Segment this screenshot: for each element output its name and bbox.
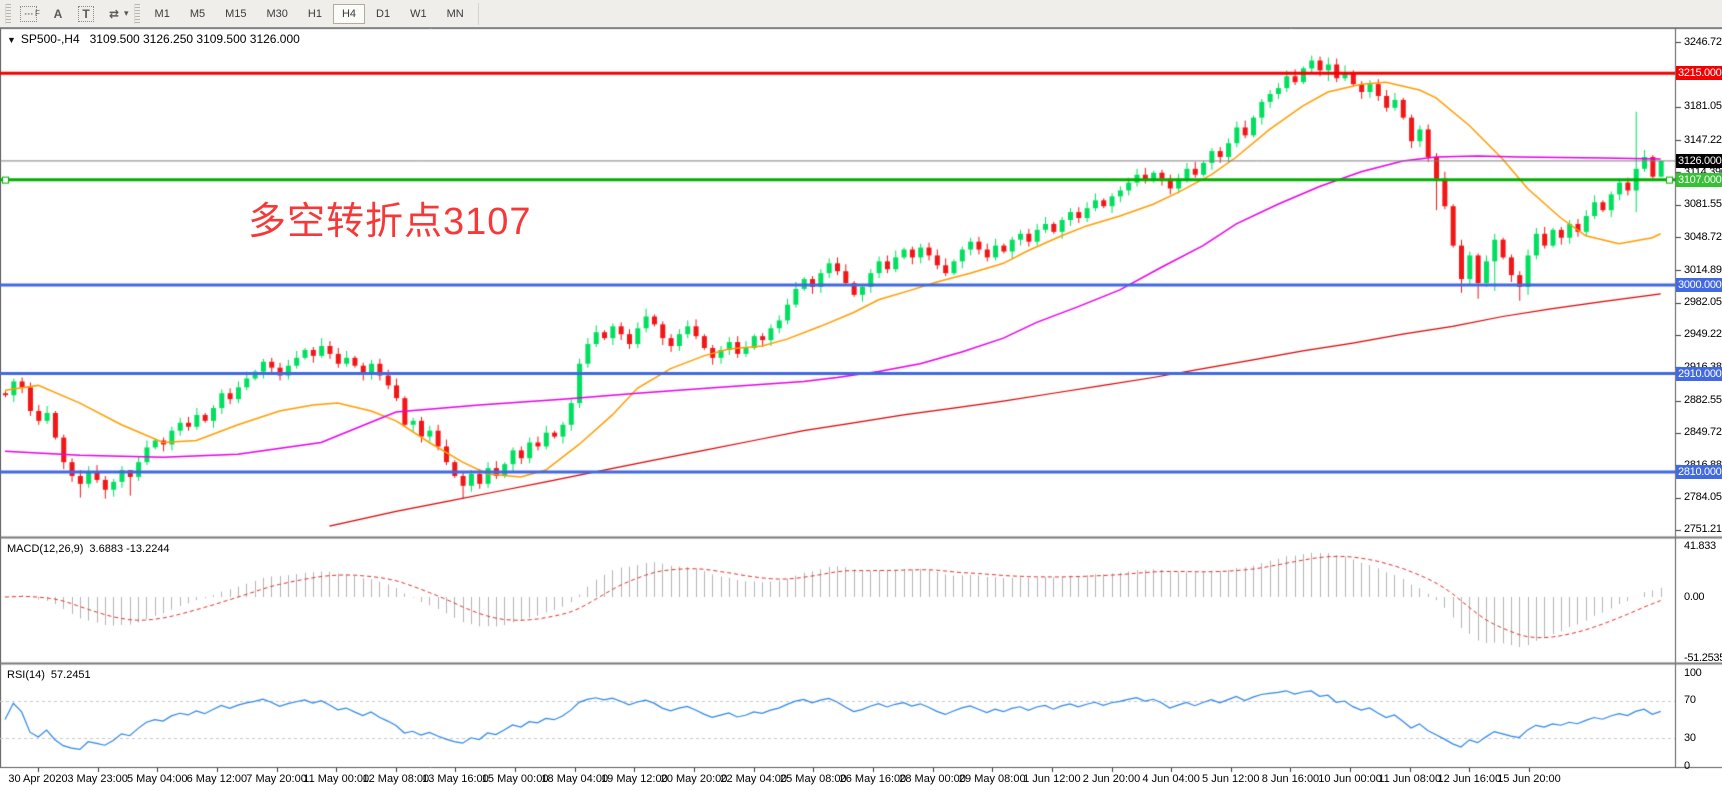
time-tick-label: 11 Jun 08:00	[1378, 773, 1442, 785]
price-tick-label: 3246.725	[1684, 35, 1722, 48]
time-tick-label: 22 May 04:00	[720, 773, 787, 785]
macd-values: 3.6883 -13.2244	[89, 543, 170, 555]
chevron-down-icon[interactable]: ▾	[124, 8, 129, 18]
timeframe-button-W1[interactable]: W1	[410, 7, 427, 20]
time-tick-label: 11 May 00:00	[303, 773, 370, 785]
price-tick-label: 3081.555	[1684, 198, 1722, 211]
price-badge-3107: 3107.000	[1676, 172, 1722, 187]
quote-ohlc-label: 3109.500 3126.250 3109.500 3126.000	[89, 32, 300, 46]
rsi-values: 57.2451	[50, 669, 91, 681]
price-tick-label: 2949.220	[1684, 328, 1722, 341]
time-tick-label: 3 May 23:00	[67, 773, 128, 785]
time-tick-label: 28 May 00:00	[899, 773, 966, 785]
price-tick-label: 2982.055	[1684, 296, 1722, 309]
timeframe-button-D1[interactable]: D1	[376, 7, 391, 20]
timeframe-button-H1[interactable]: H1	[307, 7, 322, 20]
time-tick-label: 18 May 04:00	[541, 773, 609, 785]
price-tick-label: 2849.720	[1684, 426, 1722, 439]
time-tick-label: 20 May 20:00	[660, 773, 728, 785]
timeframe-button-M30[interactable]: M30	[266, 7, 288, 20]
time-tick-label: 2 Jun 20:00	[1082, 773, 1141, 785]
macd-tick-label: 0.00	[1684, 590, 1705, 603]
timeframe-button-M1[interactable]: M1	[154, 7, 170, 20]
rsi-tick-label: 30	[1684, 731, 1696, 744]
price-tick-label: 2882.555	[1684, 394, 1722, 407]
grid-box-icon: ⋯	[20, 5, 38, 22]
text-tool-glyph: T	[78, 5, 94, 22]
time-tick-label: 15 Jun 20:00	[1497, 773, 1561, 785]
chart-title: ▼ SP500-,H4 3109.500 3126.250 3109.500 312…	[7, 32, 300, 46]
time-tick-label: 19 May 12:00	[601, 773, 668, 785]
rsi-tick-label: 100	[1684, 666, 1702, 679]
time-tick-label: 30 Apr 2020	[8, 773, 68, 785]
time-tick-label: 13 May 16:00	[422, 773, 489, 785]
macd-tick-label: -51.2535	[1684, 651, 1722, 664]
grid-f-glyph: F	[35, 9, 40, 18]
time-tick-label: 15 May 00:00	[481, 773, 549, 785]
macd-tick-label: 41.833	[1684, 540, 1716, 553]
price-badge-2810: 2810.000	[1676, 465, 1722, 480]
price-tick-label: 3147.225	[1684, 133, 1722, 146]
toolbar-grip-icon[interactable]	[133, 3, 140, 24]
time-tick-label: 25 May 08:00	[779, 773, 847, 785]
time-tick-label: 29 May 08:00	[958, 773, 1026, 785]
price-tick-label: 3048.720	[1684, 230, 1722, 243]
time-tick-label: 5 Jun 12:00	[1202, 773, 1260, 785]
macd-indicator-label: MACD(12,26,9) 3.6883 -13.2244	[7, 543, 170, 555]
toolbar-grip-icon[interactable]	[5, 3, 11, 24]
price-badge-2910: 2910.000	[1676, 366, 1722, 381]
toolbar: ⋯ F A T ⇄ ▾ M1 M5 M15 M30 H1 H4 D1 W1 MN	[0, 0, 1722, 28]
timeframe-button-M15[interactable]: M15	[225, 7, 247, 20]
time-tick-label: 4 Jun 04:00	[1142, 773, 1200, 785]
time-tick-label: 6 May 12:00	[186, 773, 248, 785]
symbol-marker-icon[interactable]: ▼	[7, 35, 16, 45]
toolbar-separator	[477, 2, 479, 25]
time-tick-label: 26 May 16:00	[839, 773, 907, 785]
price-tick-label: 3014.890	[1684, 263, 1722, 276]
rsi-tick-label: 70	[1684, 694, 1696, 707]
annotation-text[interactable]: 多空转折点3107	[248, 201, 532, 243]
price-tick-label: 3181.055	[1684, 100, 1722, 113]
time-tick-label: 1 Jun 12:00	[1023, 773, 1081, 785]
rsi-name: RSI(14)	[7, 669, 45, 681]
price-badge-3126: 3126.000	[1676, 153, 1722, 168]
price-tick-label: 2784.050	[1684, 491, 1722, 504]
label-tool-icon[interactable]: A	[53, 6, 63, 21]
time-tick-label: 12 May 08:00	[362, 773, 430, 785]
time-tick-label: 8 Jun 16:00	[1261, 773, 1320, 785]
chart-grid-icon[interactable]: ⋯ F	[18, 3, 42, 25]
time-tick-label: 7 May 20:00	[246, 773, 307, 785]
text-tool-icon[interactable]: T	[74, 3, 98, 25]
rsi-indicator-label: RSI(14) 57.2451	[7, 669, 91, 681]
arrange-arrows-icon[interactable]: ⇄	[108, 6, 120, 21]
price-badge-3215: 3215.000	[1676, 66, 1722, 81]
rsi-tick-label: 0	[1684, 759, 1690, 772]
price-badge-3000: 3000.000	[1676, 277, 1722, 292]
timeframe-button-H4[interactable]: H4	[332, 3, 366, 24]
macd-name: MACD(12,26,9)	[7, 543, 84, 555]
time-tick-label: 10 Jun 00:00	[1318, 773, 1382, 785]
symbol-period-label: SP500-,H4	[20, 32, 80, 46]
time-tick-label: 12 Jun 16:00	[1437, 773, 1502, 785]
time-tick-label: 5 May 04:00	[126, 773, 188, 785]
price-tick-label: 2751.215	[1684, 523, 1722, 536]
timeframe-button-M5[interactable]: M5	[189, 7, 206, 20]
timeframe-button-MN[interactable]: MN	[446, 7, 464, 20]
